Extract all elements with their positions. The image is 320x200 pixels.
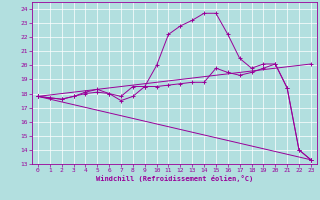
X-axis label: Windchill (Refroidissement éolien,°C): Windchill (Refroidissement éolien,°C) <box>96 175 253 182</box>
